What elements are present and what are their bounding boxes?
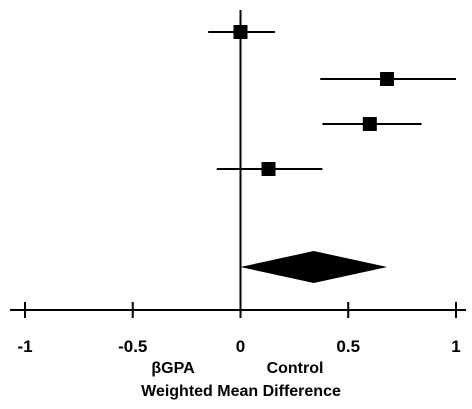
study-point <box>261 162 276 176</box>
study-point <box>233 25 248 39</box>
x-tick-label: 0.5 <box>336 337 360 356</box>
x-axis: -1 -0.5 0 0.5 1 <box>10 302 466 356</box>
x-tick-label: 1 <box>451 337 460 356</box>
favours-right-label: Control <box>267 360 324 377</box>
favours-left-label: βGPA <box>151 360 195 377</box>
x-axis-title: Weighted Mean Difference <box>141 383 341 400</box>
x-tick-label: -1 <box>17 337 32 356</box>
study-point <box>362 117 377 131</box>
plot-area <box>208 10 456 310</box>
pooled-diamond <box>240 251 388 283</box>
x-tick-label: 0 <box>236 337 245 356</box>
study-point <box>380 72 395 86</box>
x-tick-label: -0.5 <box>118 337 147 356</box>
